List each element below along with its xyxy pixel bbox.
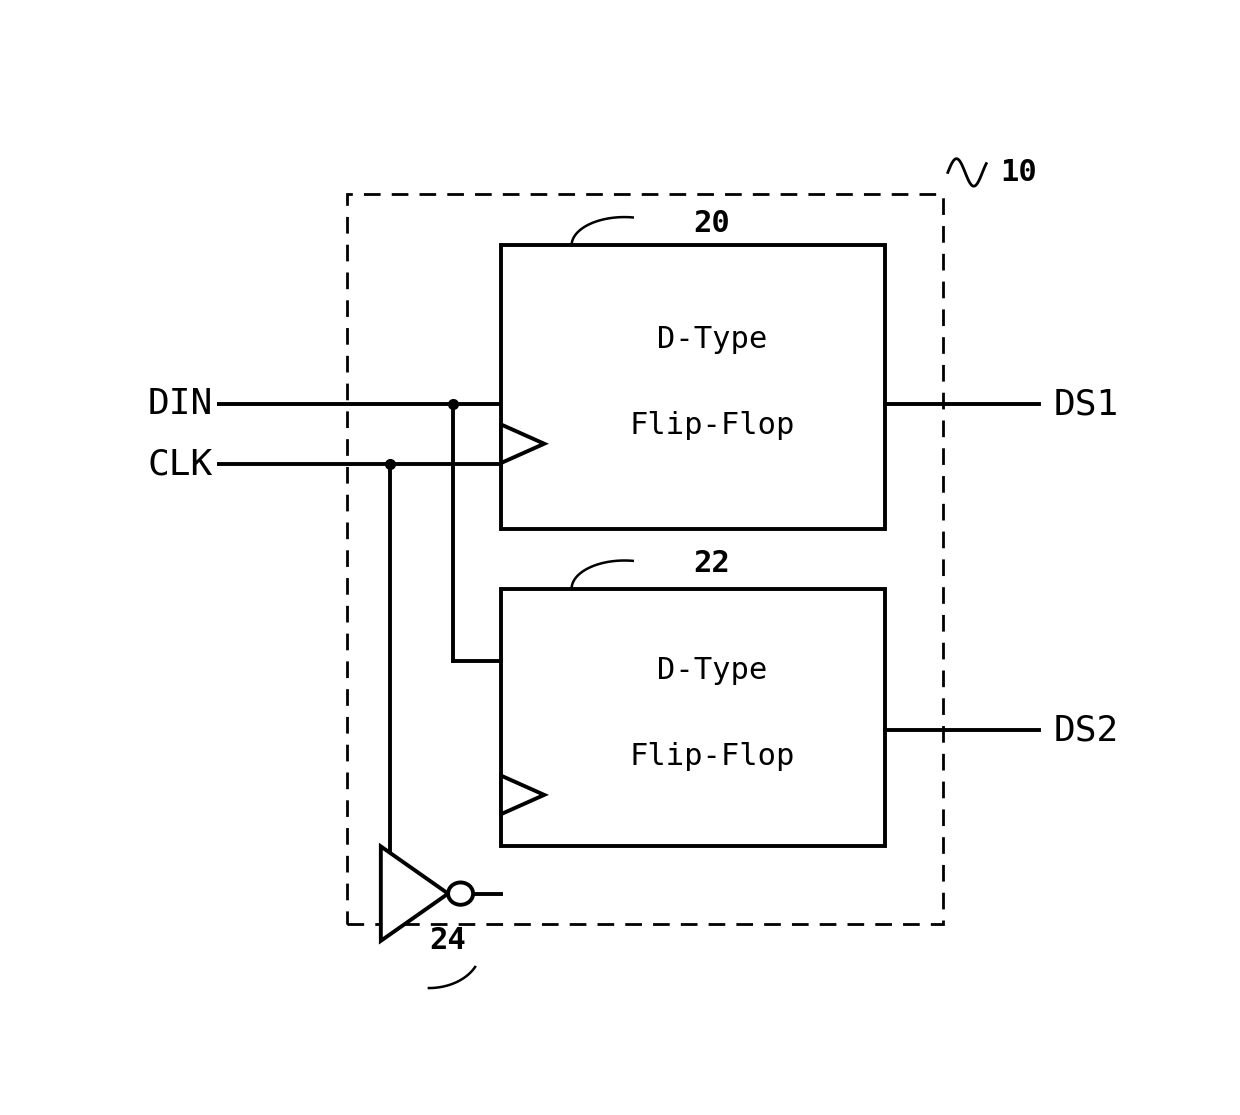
Text: DS1: DS1 (1054, 387, 1118, 421)
Text: Flip-Flop: Flip-Flop (630, 741, 795, 770)
Text: DS2: DS2 (1054, 714, 1118, 747)
Circle shape (448, 882, 474, 904)
Text: Flip-Flop: Flip-Flop (630, 411, 795, 440)
Text: DIN: DIN (148, 387, 213, 421)
Bar (501, 589, 885, 846)
Text: CLK: CLK (148, 447, 213, 482)
Bar (347, 194, 944, 923)
Text: 24: 24 (429, 927, 466, 956)
Text: 10: 10 (1001, 158, 1038, 187)
Text: 22: 22 (693, 549, 730, 578)
Polygon shape (501, 776, 544, 814)
Text: D-Type: D-Type (657, 326, 768, 355)
Bar (501, 245, 885, 529)
Polygon shape (501, 425, 544, 463)
Polygon shape (381, 846, 448, 941)
Text: 20: 20 (693, 210, 730, 239)
Text: D-Type: D-Type (657, 656, 768, 685)
